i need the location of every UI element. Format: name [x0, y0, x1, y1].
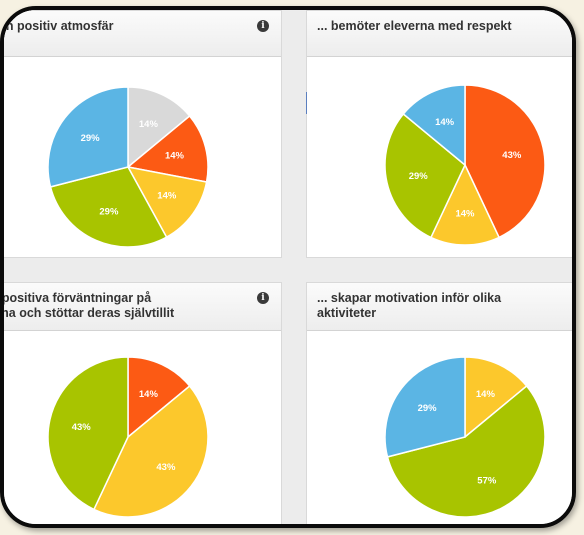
panel-title-line-2: eleverna och stöttar deras självtillit — [1, 306, 175, 320]
pie-slice[interactable] — [126, 165, 208, 239]
panel-title-line-1: ... skapar motivation inför olika — [317, 291, 502, 305]
slice-label: 14% — [435, 117, 455, 128]
pie-slice[interactable] — [429, 163, 501, 246]
slice-label: 14% — [455, 209, 475, 220]
slice-label: 29% — [81, 133, 101, 144]
slice-label: 29% — [99, 207, 119, 218]
pie-slice[interactable] — [464, 84, 546, 239]
slice-label: 14% — [139, 119, 159, 130]
slice-label: 43% — [156, 462, 176, 473]
slice-label: 43% — [72, 422, 92, 433]
chart-panel-atmosfar: ... en positiv atmosfär i 14% 14% 14% 29% 29… — [0, 10, 282, 258]
slice-label: 29% — [418, 403, 438, 414]
chart-panel-respekt: ... bemöter eleverna med respekt 43% 14% 2… — [306, 10, 572, 258]
panel-title: ... en positiv atmosfär — [0, 19, 114, 33]
pie-slice[interactable] — [127, 356, 191, 439]
panel-header: ... bemöter eleverna med respekt — [307, 11, 572, 57]
slice-label: 14% — [165, 151, 185, 162]
slice-label: 43% — [502, 150, 522, 161]
pie-slice[interactable] — [402, 84, 466, 167]
info-icon[interactable]: i — [257, 292, 269, 304]
pie-slice[interactable] — [47, 356, 129, 511]
dashboard-frame: ... en positiv atmosfär i 14% 14% 14% 29% 29… — [0, 6, 576, 528]
pie-slice[interactable] — [384, 356, 466, 458]
panel-title-line-2: aktiviteter — [317, 306, 377, 320]
pie-chart-respekt: 43% 14% 29% 14% — [384, 84, 546, 246]
slice-label: 14% — [476, 389, 496, 400]
text-cursor — [306, 92, 307, 114]
panel-header: ... en positiv atmosfär i — [0, 11, 281, 57]
pie-slice[interactable] — [126, 114, 209, 183]
panel-header: ... har positiva förväntningar på elever… — [1, 283, 281, 331]
pie-chart-forvantningar: 14% 43% 43% — [47, 356, 209, 518]
chart-panel-forvantningar: ... har positiva förväntningar på elever… — [1, 282, 282, 524]
panel-title-line-1: ... har positiva förväntningar på — [1, 291, 152, 305]
pie-slice[interactable] — [47, 86, 129, 188]
info-icon[interactable]: i — [257, 20, 269, 32]
pie-slice[interactable] — [92, 384, 209, 518]
slice-label: 14% — [157, 191, 177, 202]
slice-label: 57% — [477, 475, 497, 486]
pie-slice[interactable] — [384, 112, 466, 239]
chart-panel-motivation: ... skapar motivation inför olika aktivi… — [306, 282, 572, 524]
pie-slice[interactable] — [127, 86, 191, 169]
slice-label: 29% — [409, 171, 429, 182]
pie-slice[interactable] — [464, 356, 528, 439]
pie-chart-motivation: 14% 57% 29% — [384, 356, 546, 518]
pie-slice[interactable] — [49, 166, 168, 248]
panel-header: ... skapar motivation inför olika aktivi… — [307, 283, 572, 331]
pie-chart-atmosfar: 14% 14% 14% 29% 29% — [47, 86, 209, 248]
pie-slice[interactable] — [386, 384, 546, 518]
slice-label: 14% — [139, 389, 159, 400]
panel-title: ... bemöter eleverna med respekt — [317, 19, 512, 33]
